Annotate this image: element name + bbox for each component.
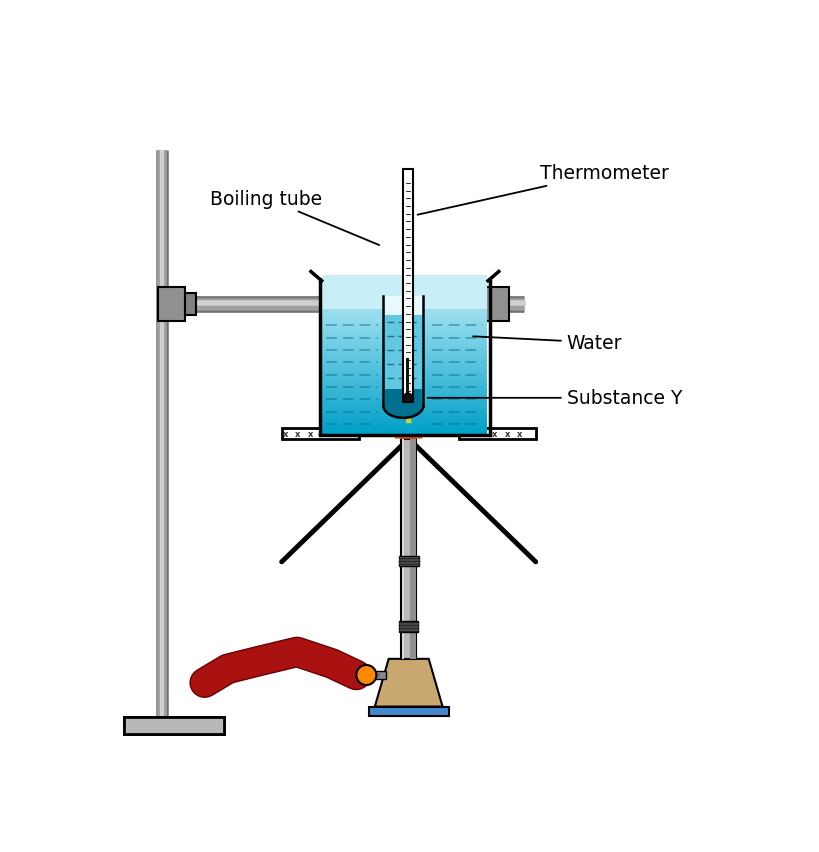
Bar	[124, 717, 224, 734]
Bar	[322, 368, 486, 372]
Bar	[157, 288, 185, 321]
Text: x: x	[455, 429, 460, 438]
Bar	[322, 400, 486, 404]
Bar	[322, 409, 486, 413]
Bar	[402, 170, 413, 403]
Text: x: x	[283, 429, 287, 438]
Text: Thermometer: Thermometer	[417, 164, 667, 216]
Text: x: x	[381, 429, 387, 438]
Bar	[322, 333, 486, 338]
Bar	[458, 429, 535, 439]
Text: x: x	[479, 429, 485, 438]
Text: x: x	[516, 429, 522, 438]
Text: x: x	[504, 429, 509, 438]
Bar	[322, 359, 486, 363]
Text: Substance Y: Substance Y	[428, 389, 681, 408]
Text: x: x	[442, 429, 448, 438]
Text: x: x	[356, 429, 362, 438]
Text: x: x	[295, 429, 300, 438]
Bar	[322, 374, 486, 379]
Polygon shape	[389, 400, 428, 439]
Polygon shape	[400, 406, 416, 435]
Bar	[322, 318, 486, 322]
Bar	[322, 393, 486, 398]
Bar	[406, 359, 409, 399]
Bar	[369, 707, 448, 716]
Polygon shape	[374, 659, 442, 707]
Bar	[322, 421, 486, 426]
Circle shape	[403, 394, 412, 403]
Bar	[322, 340, 486, 344]
Bar	[322, 321, 486, 325]
Bar	[481, 288, 508, 321]
Bar	[322, 371, 486, 376]
Bar	[401, 439, 404, 659]
Text: x: x	[332, 429, 337, 438]
Text: x: x	[418, 429, 423, 438]
Bar	[322, 312, 486, 316]
Bar	[322, 314, 486, 320]
Text: x: x	[369, 429, 374, 438]
Bar	[185, 294, 196, 315]
Bar	[410, 439, 416, 659]
Bar	[322, 275, 486, 310]
Text: x: x	[393, 429, 399, 438]
Bar	[281, 429, 358, 439]
Bar	[322, 383, 486, 389]
Bar	[322, 361, 486, 366]
Bar	[322, 308, 486, 313]
Bar	[322, 390, 486, 394]
Bar	[322, 365, 486, 370]
Bar	[322, 337, 486, 342]
Text: x: x	[344, 429, 350, 438]
Bar	[400, 439, 416, 659]
Bar	[384, 316, 421, 389]
Bar	[322, 352, 486, 357]
Text: x: x	[491, 429, 497, 438]
Text: x: x	[467, 429, 473, 438]
Text: Water: Water	[473, 333, 622, 353]
Polygon shape	[384, 389, 421, 418]
Bar	[384, 296, 421, 316]
Bar	[374, 671, 385, 679]
Bar	[322, 418, 486, 423]
Bar	[322, 343, 486, 348]
Bar	[322, 402, 486, 407]
Bar	[322, 387, 486, 391]
Bar	[322, 430, 486, 435]
Bar	[399, 621, 418, 632]
Bar	[322, 424, 486, 429]
Bar	[322, 355, 486, 360]
Bar	[398, 556, 419, 567]
Circle shape	[356, 665, 376, 685]
Text: Boiling tube: Boiling tube	[210, 189, 378, 245]
Bar	[322, 412, 486, 417]
Polygon shape	[405, 408, 411, 423]
Bar	[470, 294, 481, 315]
Text: x: x	[430, 429, 436, 438]
Bar	[322, 346, 486, 351]
Bar	[322, 327, 486, 331]
Bar	[322, 396, 486, 400]
Bar	[322, 331, 486, 335]
Bar	[322, 381, 486, 385]
Bar	[322, 377, 486, 382]
Text: x: x	[307, 429, 312, 438]
Bar	[322, 349, 486, 354]
Polygon shape	[395, 399, 422, 439]
Text: x: x	[405, 429, 411, 438]
Text: x: x	[319, 429, 325, 438]
Bar	[322, 324, 486, 329]
Bar	[124, 717, 224, 734]
Bar	[322, 428, 486, 432]
Bar	[322, 406, 486, 410]
Bar	[322, 415, 486, 419]
